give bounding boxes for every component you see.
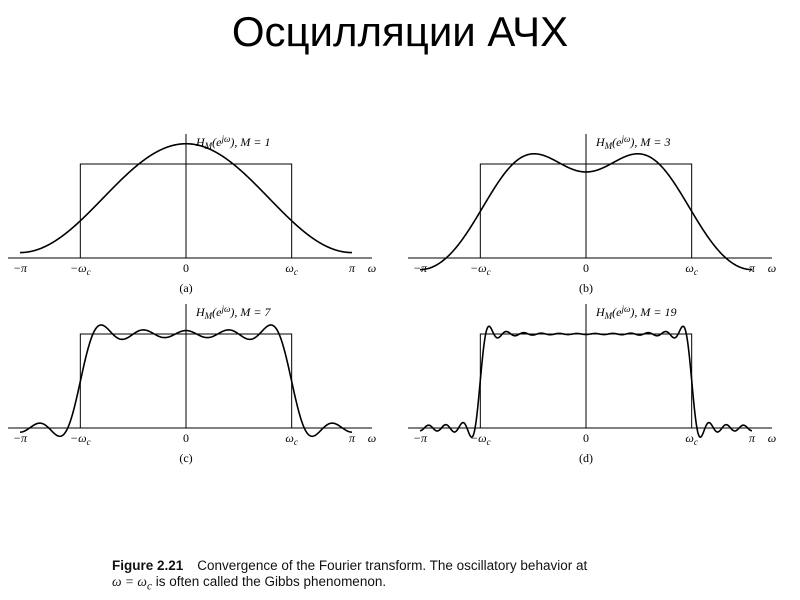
tick-label-zero: 0	[583, 431, 589, 445]
caption-line1: Convergence of the Fourier transform. Th…	[197, 558, 588, 573]
y-axis-label: HM(ejω), M = 19	[595, 304, 676, 321]
x-axis-label: ω	[368, 261, 376, 275]
plot-c-svg: −π −ωc 0 ωc π ω HM(ejω), M = 7 (c)	[8, 304, 376, 465]
tick-label-zero: 0	[183, 261, 189, 275]
caption-math: ω = ω	[112, 574, 147, 589]
tick-label-minus-omega-c: −ωc	[70, 261, 91, 277]
tick-label-minus-omega-c: −ωc	[70, 431, 91, 447]
panel-label: (b)	[579, 281, 593, 295]
x-axis-label: ω	[768, 431, 776, 445]
y-axis-label: HM(ejω), M = 1	[195, 134, 270, 151]
plot-panel-d: −π −ωc 0 ωc π ω HM(ejω), M = 19 (d)	[400, 300, 800, 470]
panel-label: (d)	[579, 451, 593, 465]
plot-panel-b: −π −ωc 0 ωc π ω HM(ejω), M = 3 (b)	[400, 130, 800, 300]
figure-label: Figure 2.21	[112, 558, 184, 573]
ideal-lowpass-line	[420, 163, 752, 259]
y-axis-label: HM(ejω), M = 7	[195, 304, 271, 321]
tick-label-zero: 0	[183, 431, 189, 445]
tick-label-minus-pi: −π	[13, 261, 28, 275]
tick-label-minus-pi: −π	[413, 261, 428, 275]
x-axis-label: ω	[768, 261, 776, 275]
tick-label-pi: π	[349, 261, 356, 275]
tick-label-minus-omega-c: −ωc	[470, 261, 491, 277]
caption-line2: ω = ωc is often called the Gibbs phenome…	[112, 574, 752, 595]
tick-label-minus-pi: −π	[413, 431, 428, 445]
tick-label-pi: π	[749, 431, 756, 445]
ideal-lowpass-line	[20, 333, 352, 429]
ideal-lowpass-line	[20, 163, 352, 259]
tick-label-minus-omega-c: −ωc	[470, 431, 491, 447]
panel-label: (c)	[179, 451, 192, 465]
tick-label-minus-pi: −π	[13, 431, 28, 445]
y-axis-label: HM(ejω), M = 3	[595, 134, 670, 151]
tick-label-omega-c: ωc	[685, 261, 697, 277]
tick-label-pi: π	[349, 431, 356, 445]
tick-label-omega-c: ωc	[685, 431, 697, 447]
plot-a-svg: −π −ωc 0 ωc π ω HM(ejω), M = 1 (a)	[8, 134, 376, 295]
slide-title: Осцилляции АЧХ	[231, 8, 569, 55]
figure-caption: Figure 2.21 Convergence of the Fourier tr…	[112, 558, 752, 595]
approx-response-line	[19, 324, 353, 438]
plot-d-svg: −π −ωc 0 ωc π ω HM(ejω), M = 19 (d)	[408, 304, 776, 465]
plot-panel-a: −π −ωc 0 ωc π ω HM(ejω), M = 1 (a)	[0, 130, 400, 300]
tick-label-omega-c: ωc	[285, 431, 297, 447]
caption-math-sub: c	[146, 580, 152, 593]
approx-response-line	[420, 153, 752, 271]
approx-response-line	[419, 325, 753, 438]
caption-line2-text: is often called the Gibbs phenomenon.	[151, 574, 387, 589]
tick-label-pi: π	[749, 261, 756, 275]
tick-label-omega-c: ωc	[285, 261, 297, 277]
tick-label-zero: 0	[583, 261, 589, 275]
approx-response-line	[20, 142, 352, 254]
plot-panel-c: −π −ωc 0 ωc π ω HM(ejω), M = 7 (c)	[0, 300, 400, 470]
panel-label: (a)	[179, 281, 192, 295]
plot-b-svg: −π −ωc 0 ωc π ω HM(ejω), M = 3 (b)	[408, 134, 776, 295]
x-axis-label: ω	[368, 431, 376, 445]
